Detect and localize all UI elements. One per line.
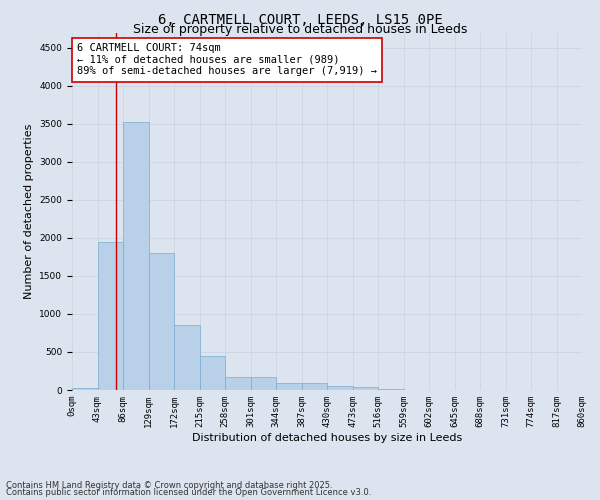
Bar xyxy=(72,388,97,390)
Text: 6, CARTMELL COURT, LEEDS, LS15 0PE: 6, CARTMELL COURT, LEEDS, LS15 0PE xyxy=(158,12,442,26)
X-axis label: Distribution of detached houses by size in Leeds: Distribution of detached houses by size … xyxy=(192,432,462,442)
Bar xyxy=(327,386,353,390)
Text: Size of property relative to detached houses in Leeds: Size of property relative to detached ho… xyxy=(133,22,467,36)
Bar xyxy=(149,253,174,390)
Bar xyxy=(199,356,225,390)
Bar xyxy=(174,324,199,390)
Bar xyxy=(97,242,123,390)
Y-axis label: Number of detached properties: Number of detached properties xyxy=(24,124,34,299)
Text: Contains HM Land Registry data © Crown copyright and database right 2025.: Contains HM Land Registry data © Crown c… xyxy=(6,480,332,490)
Bar xyxy=(225,377,251,390)
Bar xyxy=(251,377,276,390)
Text: Contains public sector information licensed under the Open Government Licence v3: Contains public sector information licen… xyxy=(6,488,371,497)
Bar xyxy=(123,122,149,390)
Bar xyxy=(353,387,378,390)
Bar xyxy=(378,389,404,390)
Bar xyxy=(276,383,302,390)
Bar xyxy=(302,383,327,390)
Text: 6 CARTMELL COURT: 74sqm
← 11% of detached houses are smaller (989)
89% of semi-d: 6 CARTMELL COURT: 74sqm ← 11% of detache… xyxy=(77,43,377,76)
